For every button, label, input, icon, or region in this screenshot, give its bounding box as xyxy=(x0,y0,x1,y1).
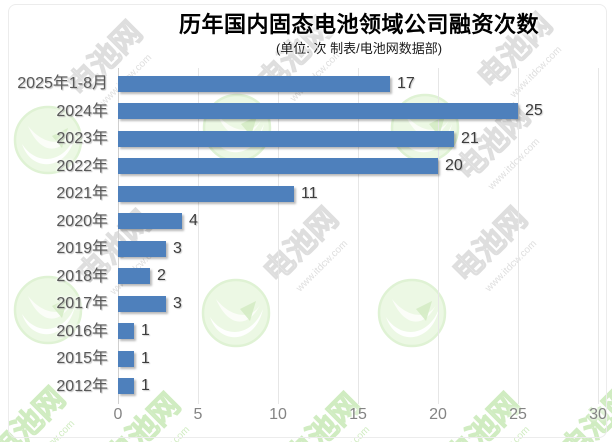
x-tick-label: 15 xyxy=(349,406,367,423)
category-label: 2023年 xyxy=(56,130,108,147)
value-label: 25 xyxy=(525,102,543,120)
bar xyxy=(118,295,166,312)
bar xyxy=(118,350,134,367)
category-label: 2019年 xyxy=(56,240,108,257)
x-tick-label: 5 xyxy=(193,406,203,423)
value-label: 4 xyxy=(189,212,198,230)
category-label: 2020年 xyxy=(56,212,108,230)
x-tick-label: 30 xyxy=(589,406,607,423)
chart-frame xyxy=(8,4,607,438)
category-label: 2022年 xyxy=(56,157,108,175)
value-label: 20 xyxy=(445,157,463,175)
gridline xyxy=(438,68,439,404)
gridline xyxy=(518,68,519,404)
x-tick-label: 10 xyxy=(269,406,287,423)
category-label: 2017年 xyxy=(56,295,108,312)
value-label: 1 xyxy=(141,349,150,367)
bar-row: 11 xyxy=(118,180,318,208)
value-label: 11 xyxy=(301,184,318,202)
gridline xyxy=(198,68,199,404)
category-label: 2024年 xyxy=(56,102,108,120)
plot-area: 17 25 21 20 11 4 3 2 3 1 1 1 xyxy=(118,68,599,404)
bar xyxy=(118,103,518,120)
x-tick-label: 20 xyxy=(429,406,447,423)
bar-row: 1 xyxy=(118,318,150,346)
chart-subtitle: (单位: 次 制表/电池网数据部) xyxy=(275,41,443,56)
bar-row: 2 xyxy=(118,263,166,291)
bar xyxy=(118,240,166,257)
x-axis: 0 5 10 15 20 25 30 xyxy=(0,406,612,428)
category-label: 2012年 xyxy=(56,377,108,395)
chart-title: 历年国内固态电池领域公司融资次数 xyxy=(178,12,539,37)
category-label: 2018年 xyxy=(56,267,108,285)
category-label: 2025年1-8月 xyxy=(17,75,108,92)
bar-row: 1 xyxy=(118,373,150,401)
value-label: 17 xyxy=(397,74,415,92)
value-label: 21 xyxy=(461,129,479,147)
gridline xyxy=(358,68,359,404)
value-label: 1 xyxy=(141,377,150,395)
bar-row: 17 xyxy=(118,70,415,98)
category-label: 2021年 xyxy=(56,185,108,202)
bar-row: 3 xyxy=(118,235,182,263)
x-tick-label: 25 xyxy=(509,406,527,423)
value-label: 2 xyxy=(157,267,166,285)
value-label: 1 xyxy=(141,322,150,340)
bar-row: 25 xyxy=(118,98,543,126)
bar xyxy=(118,185,294,202)
bar xyxy=(118,130,454,147)
bar xyxy=(118,213,182,230)
bar xyxy=(118,75,390,92)
bar-row: 21 xyxy=(118,125,479,153)
bar-row: 1 xyxy=(118,345,150,373)
value-label: 3 xyxy=(173,294,182,312)
y-axis-line xyxy=(118,68,119,404)
bar-row: 4 xyxy=(118,208,198,236)
gridline xyxy=(278,68,279,404)
category-axis: 2025年1-8月 2024年 2023年 2022年 2021年 2020年 2019年 2… xyxy=(0,70,108,400)
gridline xyxy=(598,68,599,404)
bar xyxy=(118,378,134,395)
category-label: 2016年 xyxy=(56,322,108,340)
category-label: 2015年 xyxy=(56,350,108,367)
bar-row: 20 xyxy=(118,153,463,181)
value-label: 3 xyxy=(173,239,182,257)
x-tick-label: 0 xyxy=(113,406,123,423)
bar xyxy=(118,323,134,340)
bar-row: 3 xyxy=(118,290,182,318)
bar xyxy=(118,268,150,285)
bar xyxy=(118,158,438,175)
